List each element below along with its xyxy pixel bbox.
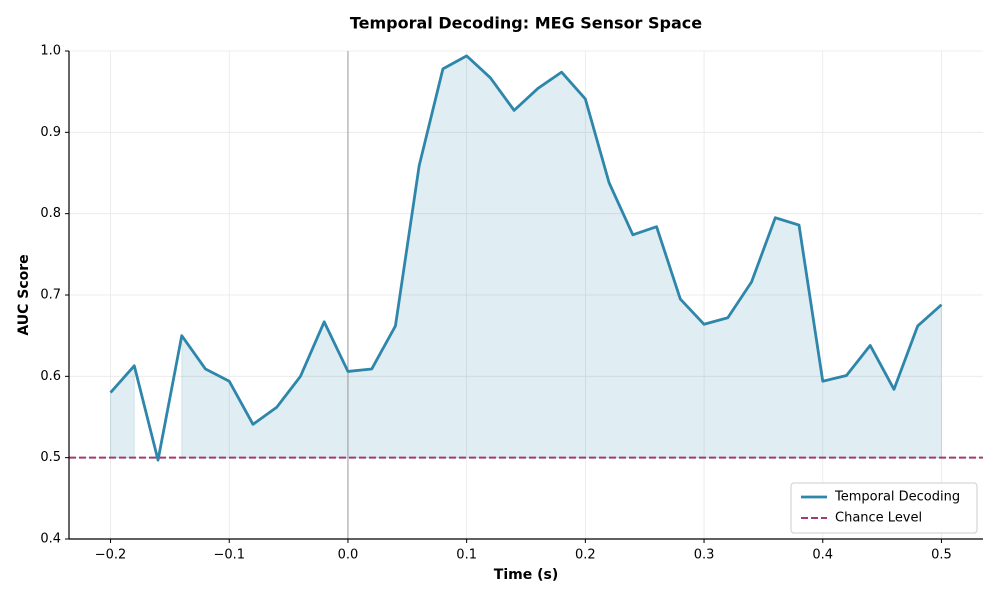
chart-title: Temporal Decoding: MEG Sensor Space bbox=[350, 14, 702, 33]
x-tick-label: 0.3 bbox=[694, 548, 715, 563]
y-tick-label: 1.0 bbox=[40, 44, 61, 59]
x-tick-label: 0.2 bbox=[575, 548, 596, 563]
x-tick-label: 0.5 bbox=[931, 548, 952, 563]
y-tick-label: 0.5 bbox=[40, 450, 61, 465]
y-tick-label: 0.4 bbox=[40, 532, 61, 547]
legend-box bbox=[790, 482, 978, 534]
y-tick-label: 0.8 bbox=[40, 206, 61, 221]
y-tick-label: 0.9 bbox=[40, 125, 61, 140]
legend-label: Chance Level bbox=[835, 511, 922, 526]
x-tick-label: 0.0 bbox=[338, 548, 359, 563]
x-tick-label: −0.2 bbox=[95, 548, 127, 563]
data-line bbox=[109, 54, 943, 462]
y-axis-label: AUC Score bbox=[16, 254, 32, 335]
area-fill bbox=[181, 55, 942, 459]
x-axis-label: Time (s) bbox=[494, 567, 558, 583]
x-tick-label: 0.4 bbox=[812, 548, 833, 563]
legend-label: Temporal Decoding bbox=[834, 490, 960, 505]
x-tick-label: −0.1 bbox=[213, 548, 245, 563]
y-tick-label: 0.6 bbox=[40, 369, 61, 384]
x-tick-label: 0.1 bbox=[456, 548, 477, 563]
y-tick-label: 0.7 bbox=[40, 288, 61, 303]
